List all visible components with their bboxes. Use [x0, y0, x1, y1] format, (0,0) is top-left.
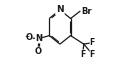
Text: F: F	[80, 50, 85, 59]
Text: O: O	[35, 47, 42, 56]
Text: F: F	[90, 38, 95, 47]
Text: +: +	[38, 34, 42, 39]
Text: Br: Br	[81, 7, 92, 16]
Text: N: N	[35, 34, 42, 43]
Text: −: −	[24, 33, 30, 38]
Text: F: F	[90, 50, 95, 59]
Text: O: O	[25, 33, 32, 42]
Text: N: N	[56, 5, 64, 14]
